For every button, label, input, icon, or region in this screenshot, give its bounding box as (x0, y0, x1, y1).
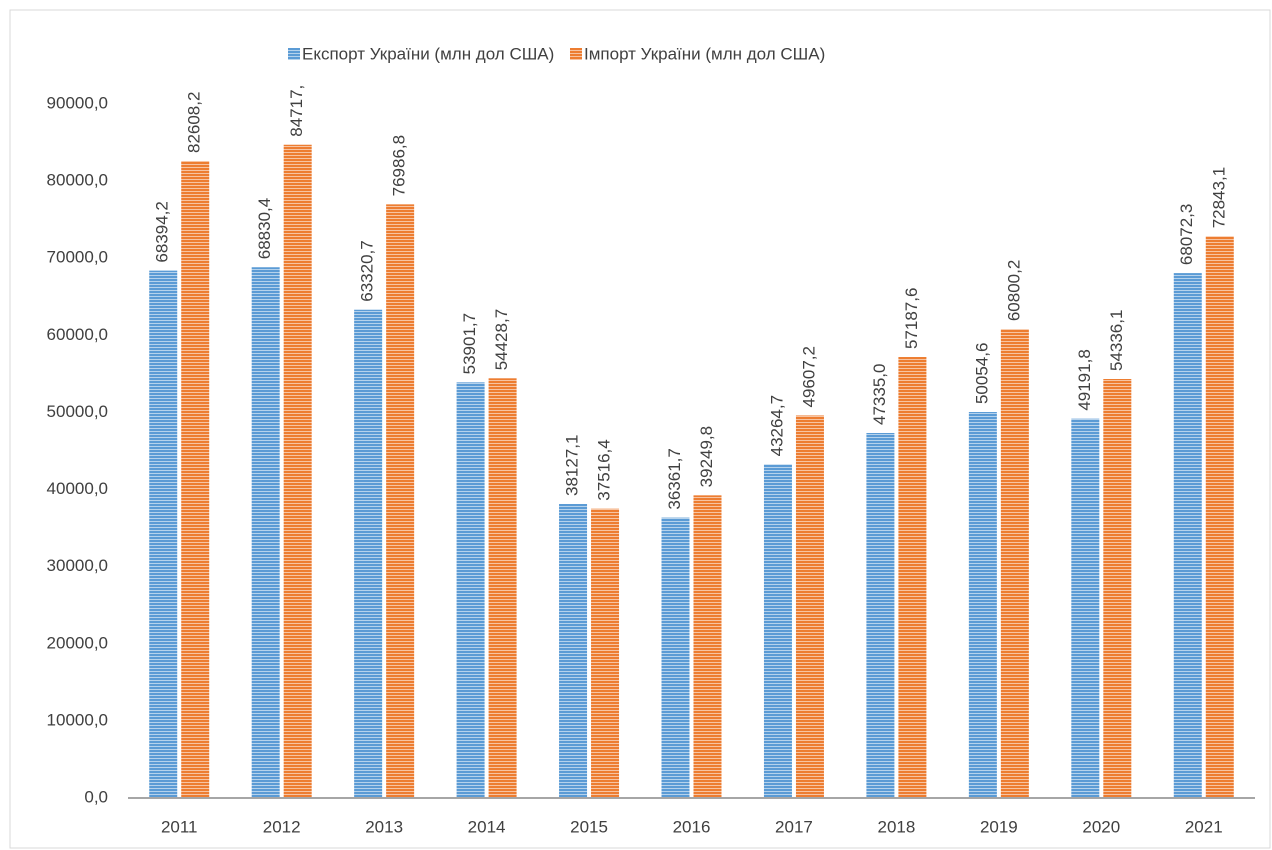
data-label: 54336,1 (1107, 310, 1126, 371)
bar (251, 267, 280, 798)
bar (898, 357, 927, 798)
y-tick-label: 60000,0 (47, 325, 108, 344)
x-tick-label: 2016 (673, 817, 711, 836)
chart-border (9, 9, 1271, 849)
bar (968, 412, 997, 798)
x-tick-label: 2013 (365, 817, 403, 836)
legend-label: Імпорт України (млн дол США) (584, 44, 825, 63)
data-label: 43264,7 (767, 395, 786, 456)
legend-label: Експорт України (млн дол США) (302, 44, 554, 63)
data-label: 39249,8 (697, 426, 716, 487)
legend-swatch (570, 48, 582, 60)
data-label: 49191,8 (1075, 349, 1094, 410)
bar (354, 309, 383, 798)
bar (1205, 236, 1234, 798)
bar (693, 495, 722, 798)
bar (1173, 273, 1202, 799)
y-tick-label: 10000,0 (47, 710, 108, 729)
bar (386, 204, 415, 798)
bar (1103, 379, 1132, 798)
data-label: 54428,7 (492, 309, 511, 370)
data-label: 72843,1 (1209, 167, 1228, 228)
data-label: 60800,2 (1004, 260, 1023, 321)
bar (795, 415, 824, 798)
y-tick-label: 0,0 (84, 787, 108, 806)
data-label: 84717, (287, 85, 306, 137)
x-tick-label: 2012 (263, 817, 301, 836)
x-tick-label: 2020 (1082, 817, 1120, 836)
y-tick-label: 50000,0 (47, 402, 108, 421)
x-tick-label: 2021 (1185, 817, 1223, 836)
x-tick-label: 2018 (877, 817, 915, 836)
data-label: 47335,0 (870, 364, 889, 425)
x-tick-label: 2019 (980, 817, 1018, 836)
data-label: 68394,2 (153, 201, 172, 262)
bar (488, 378, 517, 798)
bar (591, 508, 620, 798)
data-label: 68830,4 (255, 198, 274, 259)
y-tick-label: 40000,0 (47, 479, 108, 498)
x-tick-label: 2011 (161, 817, 198, 836)
y-tick-label: 80000,0 (47, 171, 108, 190)
legend-swatch (288, 48, 300, 60)
data-label: 38127,1 (563, 435, 582, 496)
bar (866, 432, 895, 798)
bar (456, 382, 485, 798)
bar (661, 517, 690, 798)
bar (181, 160, 210, 798)
bar (1000, 329, 1029, 798)
data-label: 53901,7 (460, 313, 479, 374)
data-label: 68072,3 (1177, 204, 1196, 265)
bar (149, 270, 178, 798)
data-label: 36361,7 (665, 448, 684, 509)
bar (763, 464, 792, 798)
x-tick-label: 2014 (468, 817, 506, 836)
data-label: 63320,7 (358, 240, 377, 301)
y-tick-label: 70000,0 (47, 248, 108, 267)
bar (559, 503, 588, 798)
data-label: 37516,4 (595, 439, 614, 500)
y-tick-label: 20000,0 (47, 633, 108, 652)
y-tick-label: 90000,0 (47, 93, 108, 112)
x-tick-label: 2015 (570, 817, 608, 836)
data-label: 50054,6 (972, 343, 991, 404)
data-label: 76986,8 (390, 135, 409, 196)
x-tick-label: 2017 (775, 817, 813, 836)
y-tick-label: 30000,0 (47, 556, 108, 575)
bar (1071, 418, 1100, 798)
data-label: 82608,2 (185, 92, 204, 153)
bar (283, 144, 312, 798)
data-label: 49607,2 (799, 346, 818, 407)
data-label: 57187,6 (902, 288, 921, 349)
